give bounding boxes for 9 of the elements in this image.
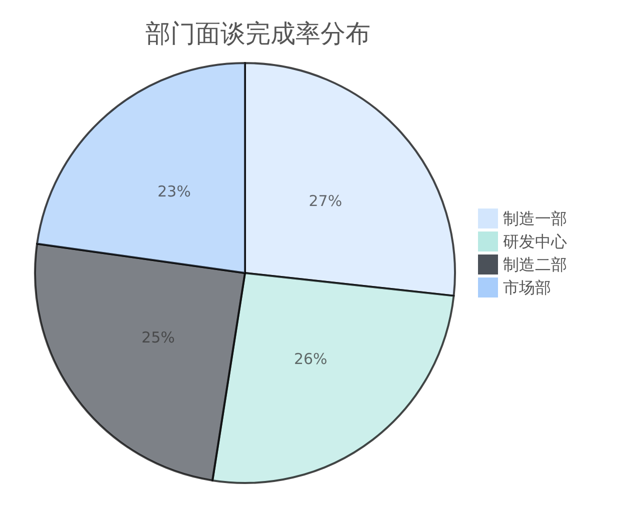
legend-label: 制造一部 xyxy=(503,209,567,228)
data-label: 23% xyxy=(157,182,191,200)
legend-label: 市场部 xyxy=(503,278,551,297)
legend-label: 研发中心 xyxy=(503,232,567,251)
chart-title: 部门面谈完成率分布 xyxy=(146,19,370,48)
legend-label: 制造二部 xyxy=(503,255,567,274)
data-label: 26% xyxy=(294,350,328,368)
data-label: 25% xyxy=(142,328,175,346)
data-label: 27% xyxy=(308,192,342,210)
